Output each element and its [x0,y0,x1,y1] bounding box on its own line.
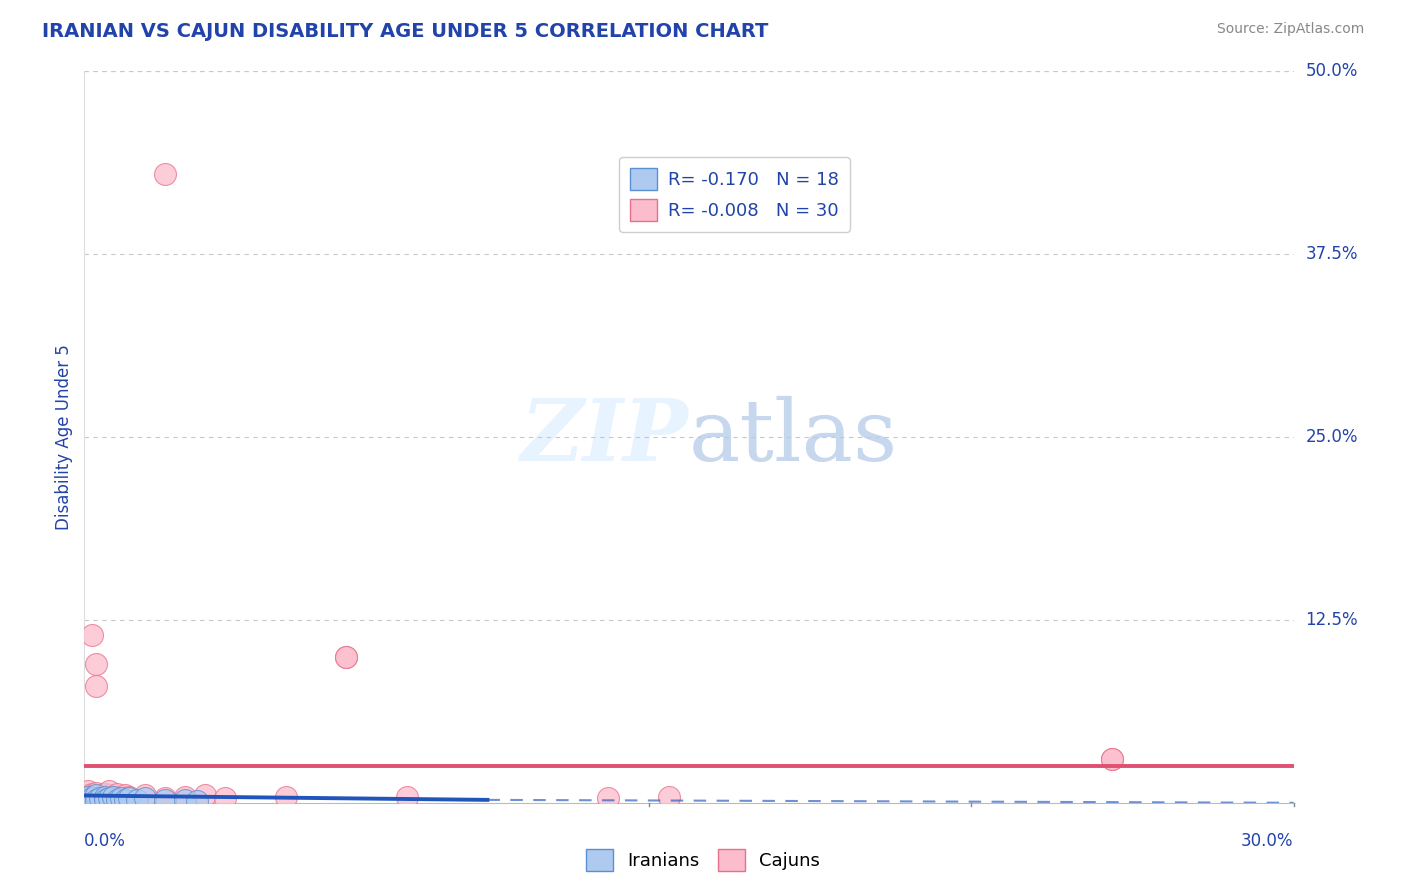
Point [86,679,108,693]
Point [110,791,132,805]
Y-axis label: Disability Age Under 5: Disability Age Under 5 [55,344,73,530]
Point [77,784,100,798]
Point [93,789,115,804]
Point [335,649,357,664]
Point [114,793,136,807]
Point [1101,752,1123,766]
Point [105,791,128,805]
Text: 37.5%: 37.5% [1306,245,1358,263]
Point [153,167,176,181]
Text: IRANIAN VS CAJUN DISABILITY AGE UNDER 5 CORRELATION CHART: IRANIAN VS CAJUN DISABILITY AGE UNDER 5 … [42,22,769,41]
Point [82,627,104,641]
Point [153,793,176,807]
Text: 25.0%: 25.0% [1306,428,1358,446]
Point [97,784,120,798]
Legend: R= -0.170   N = 18, R= -0.008   N = 30: R= -0.170 N = 18, R= -0.008 N = 30 [620,157,849,232]
Point [118,789,141,804]
Point [274,789,297,804]
Point [93,793,115,807]
Point [214,791,236,805]
Point [77,789,100,804]
Point [93,791,115,805]
Text: ZIP: ZIP [522,395,689,479]
Point [658,789,681,804]
Point [89,791,111,805]
Point [114,789,136,803]
Point [335,649,357,664]
Point [125,793,148,807]
Text: 50.0%: 50.0% [1306,62,1358,80]
Point [82,787,104,801]
Point [101,789,124,804]
Point [86,793,108,807]
Point [77,789,100,803]
Point [86,789,108,803]
Legend: Iranians, Cajuns: Iranians, Cajuns [579,842,827,879]
Point [105,787,128,801]
Point [101,789,124,804]
Point [86,786,108,800]
Text: 30.0%: 30.0% [1241,832,1294,850]
Point [93,787,115,801]
Point [97,789,120,803]
Text: 0.0%: 0.0% [84,832,127,850]
Point [86,789,108,803]
Point [89,789,111,804]
Point [118,791,141,805]
Point [82,791,104,805]
Point [174,789,197,804]
Point [153,791,176,805]
Point [186,794,208,808]
Point [82,789,104,804]
Point [97,791,120,805]
Point [194,789,217,803]
Point [105,793,128,807]
Point [395,789,418,804]
Point [1101,752,1123,766]
Text: Source: ZipAtlas.com: Source: ZipAtlas.com [1216,22,1364,37]
Text: atlas: atlas [689,395,898,479]
Point [598,791,620,805]
Text: 12.5%: 12.5% [1306,611,1358,629]
Point [134,791,156,805]
Point [174,793,197,807]
Point [86,657,108,671]
Point [134,789,156,803]
